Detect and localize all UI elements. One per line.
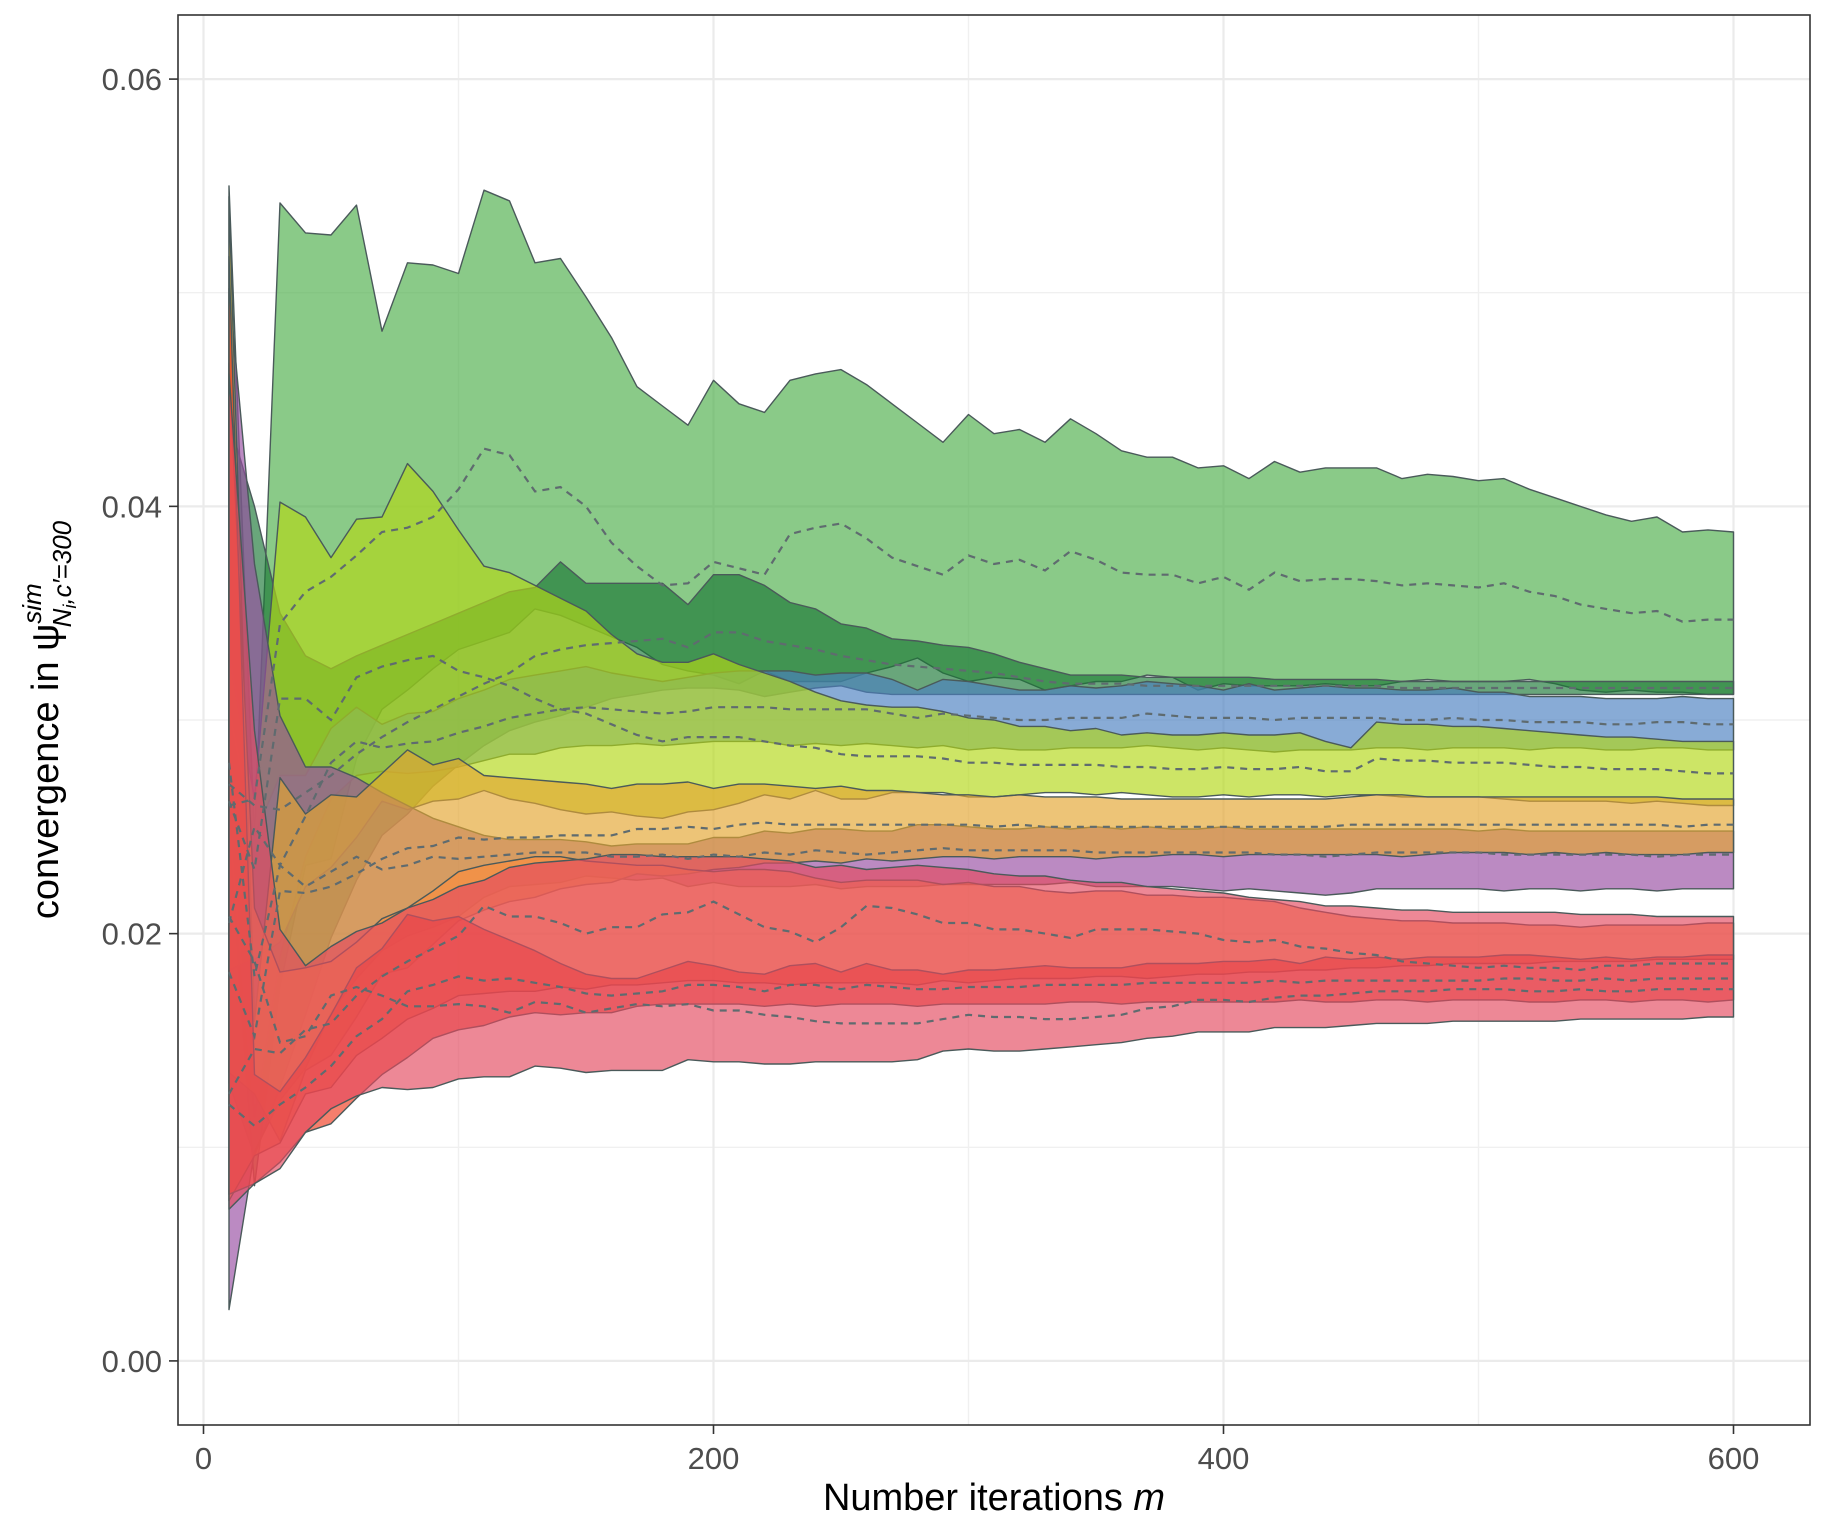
y-tick-label: 0.00 — [102, 1344, 162, 1379]
x-axis: 0 200 400 600 — [195, 1425, 1759, 1476]
mean-line-series-2 — [228, 631, 1734, 811]
mean-line-series-8 — [228, 975, 1734, 1128]
x-axis-title: Number iterations m — [823, 1477, 1165, 1519]
y-axis-title: convergence in ψsimNi,c′=300 — [17, 520, 80, 919]
y-tick-label: 0.04 — [102, 489, 162, 524]
y-axis: 0.00 0.02 0.04 0.06 — [102, 62, 178, 1379]
mean-line-series-1 — [228, 447, 1734, 807]
mean-line-series-9 — [228, 915, 1734, 1044]
confidence-bands — [228, 185, 1735, 1311]
y-tick-label: 0.06 — [102, 62, 162, 97]
mean-line-series-7 — [228, 900, 1734, 1095]
panel-border — [177, 14, 1811, 1426]
mean-line-series-6 — [227, 821, 1734, 1041]
y-tick-label: 0.02 — [102, 917, 162, 952]
mean-line-series-3 — [227, 706, 1734, 977]
x-tick-label: 600 — [1708, 1441, 1760, 1476]
mean-lines — [227, 447, 1734, 1128]
x-tick-label: 400 — [1198, 1441, 1250, 1476]
mean-line-series-5 — [227, 824, 1734, 924]
x-tick-label: 0 — [195, 1441, 212, 1476]
x-tick-label: 200 — [688, 1441, 740, 1476]
mean-line-series-4 — [227, 654, 1734, 874]
